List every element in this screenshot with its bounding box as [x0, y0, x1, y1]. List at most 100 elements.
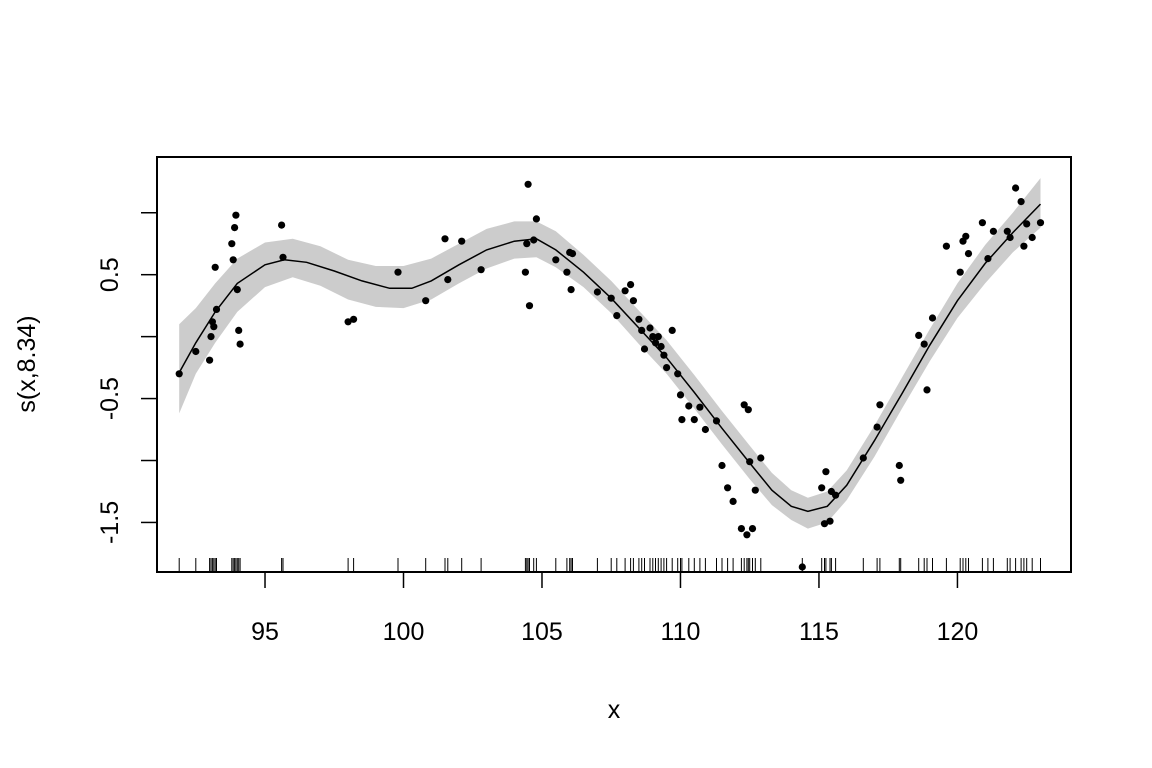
data-point — [989, 227, 998, 235]
data-point — [206, 356, 214, 364]
data-point — [568, 250, 577, 258]
data-point — [1012, 184, 1020, 192]
data-point — [444, 276, 452, 284]
data-point — [1017, 198, 1025, 206]
x-tick-label: 115 — [799, 618, 839, 646]
y-axis: -1.5 -0.5 0.5 — [96, 211, 158, 544]
data-point — [192, 347, 200, 356]
data-point — [923, 386, 931, 394]
x-tick-label: 120 — [937, 618, 979, 646]
data-point — [712, 417, 721, 425]
smooth-curve — [178, 203, 1042, 513]
y-tick-label: -0.5 — [96, 377, 124, 420]
data-point — [685, 402, 693, 410]
data-point — [751, 486, 759, 494]
confidence-band — [179, 178, 1041, 529]
data-point — [607, 294, 615, 302]
data-point — [525, 302, 534, 310]
data-point — [231, 224, 239, 232]
data-point — [660, 351, 668, 359]
rug-layer — [178, 558, 1041, 571]
data-point — [748, 525, 757, 533]
data-point — [1020, 242, 1028, 250]
data-point — [651, 339, 660, 347]
x-tick-label: 100 — [383, 618, 425, 646]
data-point — [964, 250, 973, 258]
data-point — [678, 416, 686, 424]
data-point — [820, 520, 829, 528]
data-point — [942, 242, 951, 250]
data-point — [757, 454, 765, 462]
data-point — [818, 484, 826, 492]
data-point — [956, 268, 964, 276]
data-point — [928, 314, 937, 322]
data-point — [640, 345, 649, 353]
data-point — [746, 458, 754, 466]
data-point — [822, 468, 830, 476]
data-point — [638, 326, 646, 334]
data-point — [876, 401, 884, 409]
data-point — [1036, 219, 1045, 227]
data-point — [629, 297, 638, 305]
data-point — [523, 240, 531, 248]
data-point — [674, 370, 682, 378]
x-axis-title: x — [608, 696, 621, 724]
x-tick-label: 110 — [661, 618, 701, 646]
data-point — [920, 340, 928, 348]
data-point — [743, 531, 751, 539]
data-point — [232, 211, 240, 219]
x-axis: 95 100 105 110 115 120 — [251, 571, 979, 646]
data-point — [654, 333, 662, 341]
data-point — [1023, 220, 1031, 228]
confidence-band-layer — [179, 178, 1041, 529]
y-axis-title: s(x,8.34) — [13, 315, 41, 412]
data-point — [978, 219, 987, 227]
data-point — [832, 491, 840, 499]
data-points-layer — [175, 180, 1045, 571]
data-point — [175, 370, 183, 378]
data-point — [718, 461, 726, 470]
data-point — [235, 326, 243, 334]
data-point — [613, 312, 621, 320]
data-point — [593, 288, 602, 296]
data-point — [394, 268, 402, 276]
data-point — [873, 423, 881, 431]
data-point — [563, 268, 571, 276]
data-point — [657, 342, 665, 351]
smooth-curve-layer — [178, 203, 1042, 513]
data-point — [621, 287, 629, 295]
y-tick-label: -1.5 — [96, 501, 124, 544]
data-point — [1003, 227, 1011, 235]
data-point — [897, 476, 905, 484]
data-point — [663, 364, 671, 372]
data-point — [521, 268, 530, 276]
x-tick-label: 95 — [251, 618, 279, 646]
data-point — [524, 180, 532, 188]
data-point — [895, 461, 903, 470]
y-tick-label: 0.5 — [96, 257, 124, 292]
data-point — [211, 263, 219, 271]
data-point — [696, 403, 704, 411]
data-point — [532, 215, 541, 223]
data-point — [627, 281, 635, 289]
data-point — [278, 221, 286, 229]
data-point — [1028, 233, 1036, 242]
data-point — [477, 266, 485, 274]
data-point — [984, 255, 992, 263]
data-point — [740, 401, 748, 409]
data-point — [552, 256, 560, 264]
data-point — [228, 240, 236, 248]
data-point — [1006, 233, 1014, 242]
data-point — [212, 305, 221, 313]
data-point — [729, 497, 737, 505]
data-point — [441, 235, 449, 243]
data-point — [646, 324, 654, 332]
data-point — [737, 525, 746, 533]
data-point — [690, 416, 698, 424]
data-point — [236, 340, 244, 348]
data-point — [826, 517, 834, 525]
data-point — [744, 406, 752, 414]
plot-frame — [156, 156, 1072, 573]
data-point — [635, 315, 643, 323]
